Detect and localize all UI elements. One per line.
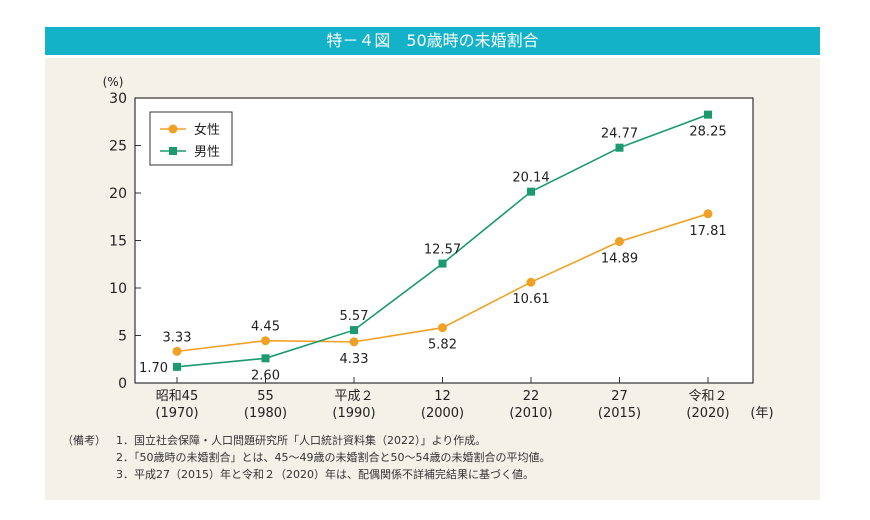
note-3: 3．平成27（2015）年と令和２（2020）年は、配偶関係不詳補完結果に基づく… [116, 468, 534, 481]
data-point [527, 187, 535, 196]
data-label: 28.25 [689, 125, 726, 140]
data-point [526, 277, 536, 287]
y-axis-unit: (%) [103, 75, 124, 89]
x-tick-label: 12 [434, 389, 451, 404]
data-label: 2.60 [251, 368, 280, 383]
data-label: 4.45 [251, 320, 280, 335]
x-tick-year: (2000) [421, 406, 464, 421]
x-tick-label: 55 [257, 389, 274, 404]
x-tick-label: 昭和45 [156, 389, 199, 404]
x-axis-unit: (年) [750, 406, 773, 421]
data-point [349, 337, 359, 347]
data-label: 12.57 [424, 243, 461, 258]
y-tick-label: 10 [109, 281, 127, 297]
note-2: 2．「50歳時の未婚割合」とは、45～49歳の未婚割合と50～54歳の未婚割合の… [116, 451, 551, 464]
data-label: 3.33 [163, 330, 192, 345]
x-tick-year: (1980) [244, 406, 287, 421]
data-point [173, 362, 181, 371]
data-label: 20.14 [512, 171, 549, 186]
note-1: 1．国立社会保障・人口問題研究所「人口統計資料集（2022）」より作成。 [116, 434, 487, 447]
data-label: 10.61 [512, 292, 549, 307]
data-point [615, 237, 624, 247]
notes: （備考） 1．国立社会保障・人口問題研究所「人口統計資料集（2022）」より作成。… [62, 432, 550, 483]
data-label: 14.89 [601, 252, 638, 267]
legend-box [149, 111, 233, 166]
legend-label: 女性 [194, 122, 220, 138]
x-tick-label: 27 [611, 389, 628, 404]
legend-marker [168, 124, 178, 134]
y-tick-label: 30 [109, 91, 127, 107]
data-label: 4.33 [340, 352, 369, 367]
chart-title: 特－４図 50歳時の未婚割合 [45, 27, 820, 55]
x-tick-label: 平成２ [334, 389, 373, 404]
data-point [703, 209, 713, 219]
x-tick-label: 令和２ [688, 389, 727, 404]
data-label: 5.82 [428, 338, 457, 353]
data-label: 24.77 [601, 127, 638, 142]
data-label: 17.81 [689, 224, 726, 239]
y-tick-label: 20 [109, 186, 127, 202]
data-point [350, 326, 358, 335]
data-label: 1.70 [139, 361, 168, 376]
data-point [172, 346, 182, 356]
data-point [438, 323, 447, 333]
y-tick-label: 15 [109, 234, 127, 250]
y-tick-label: 25 [109, 139, 127, 155]
y-tick-label: 5 [118, 329, 127, 345]
x-tick-year: (2015) [598, 406, 641, 421]
x-tick-year: (2020) [686, 406, 729, 421]
data-point [704, 110, 712, 119]
x-tick-year: (1970) [155, 406, 198, 421]
data-point [261, 354, 270, 363]
legend-label: 男性 [194, 145, 220, 160]
data-point [261, 336, 270, 346]
x-tick-year: (1990) [332, 406, 375, 421]
plot-area [134, 97, 754, 384]
data-point [615, 143, 624, 152]
x-tick-label: 22 [523, 389, 540, 404]
y-tick-label: 0 [118, 376, 127, 392]
data-label: 5.57 [340, 309, 369, 324]
notes-prefix: （備考） [62, 434, 106, 447]
x-tick-year: (2010) [509, 406, 552, 421]
data-point [438, 259, 447, 268]
legend-marker [169, 147, 177, 155]
